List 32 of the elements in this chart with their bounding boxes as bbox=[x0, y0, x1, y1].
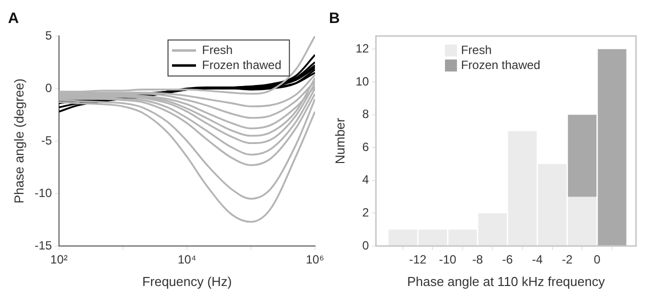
y-tick-label: -15 bbox=[34, 238, 52, 252]
y-axis-title: Number bbox=[332, 117, 348, 164]
legend-label: Fresh bbox=[460, 42, 492, 57]
y-tick-label: -10 bbox=[34, 186, 52, 200]
x-tick-label: 10⁴ bbox=[178, 252, 196, 267]
x-tick-label: -8 bbox=[472, 252, 484, 267]
y-tick-label: 5 bbox=[45, 28, 52, 42]
y-tick-label: 4 bbox=[362, 172, 370, 187]
x-tick-label: -10 bbox=[439, 252, 457, 267]
y-tick-label: 0 bbox=[45, 80, 52, 95]
y-tick-label: 10 bbox=[356, 74, 370, 88]
legend-label: Fresh bbox=[202, 42, 233, 57]
y-tick-label: 8 bbox=[362, 107, 370, 122]
legend-label: Frozen thawed bbox=[460, 58, 540, 72]
y-tick-label: 6 bbox=[362, 140, 370, 154]
chart-title: B bbox=[329, 10, 340, 28]
chart-title: A bbox=[8, 10, 19, 28]
y-tick-label: 12 bbox=[356, 41, 370, 56]
x-tick-label: -12 bbox=[409, 252, 427, 267]
y-tick-label: 2 bbox=[362, 206, 370, 220]
x-axis-title: Phase angle at 110 kHz frequency bbox=[407, 274, 606, 289]
x-tick-label: -2 bbox=[562, 252, 573, 267]
x-tick-label: 10² bbox=[50, 252, 68, 267]
y-axis-title: Phase angle (degree) bbox=[11, 78, 26, 204]
x-tick-label: 0 bbox=[594, 252, 601, 267]
x-axis-title: Frequency (Hz) bbox=[142, 274, 232, 289]
y-tick-label: 0 bbox=[362, 238, 370, 252]
x-tick-label: -6 bbox=[502, 252, 514, 267]
x-tick-label: -4 bbox=[532, 252, 544, 267]
x-tick-label: 10⁶ bbox=[306, 252, 324, 267]
legend-label: Frozen thawed bbox=[202, 58, 282, 72]
y-tick-label: -5 bbox=[41, 133, 52, 148]
